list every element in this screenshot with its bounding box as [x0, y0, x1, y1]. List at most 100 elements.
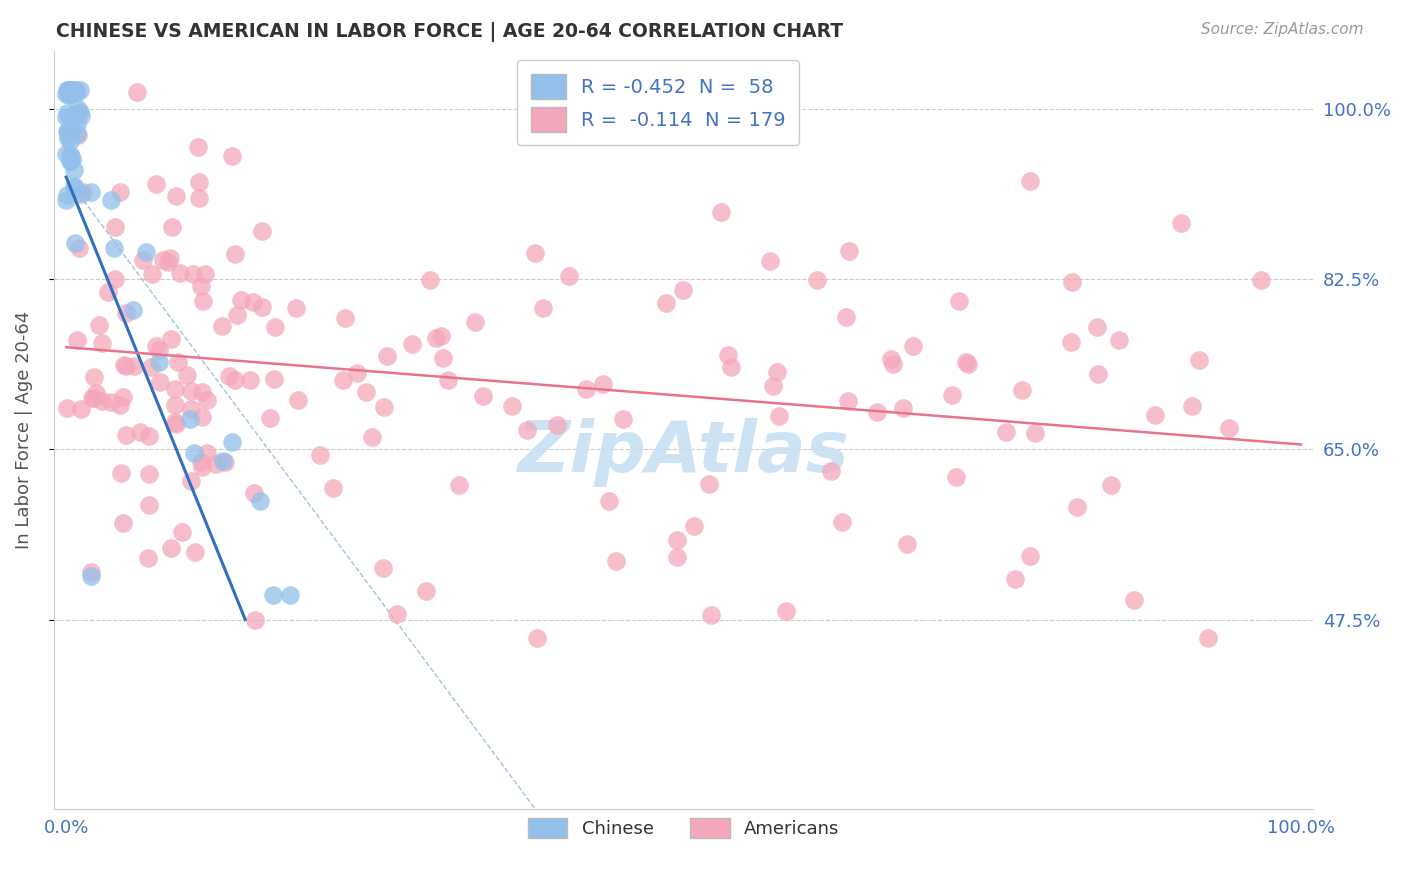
Point: [179, 411, 201, 425]
Point: [100, 394, 122, 409]
Point: [97, 285, 120, 300]
Point: [56, 105, 79, 120]
Point: [710, 205, 733, 219]
Point: [56, 131, 79, 145]
Point: [55, 147, 77, 161]
Point: [401, 337, 423, 351]
Point: [387, 607, 409, 622]
Point: [58, 82, 80, 96]
Point: [224, 247, 246, 261]
Point: [159, 251, 181, 265]
Point: [700, 607, 723, 622]
Point: [941, 388, 963, 402]
Point: [59, 134, 82, 148]
Point: [104, 272, 127, 286]
Point: [598, 493, 620, 508]
Point: [720, 359, 742, 374]
Point: [152, 252, 174, 267]
Point: [263, 319, 285, 334]
Point: [356, 384, 378, 399]
Point: [1144, 408, 1167, 422]
Point: [834, 310, 856, 325]
Point: [425, 331, 447, 345]
Y-axis label: In Labor Force | Age 20-64: In Labor Force | Age 20-64: [15, 310, 32, 549]
Point: [191, 293, 214, 308]
Point: [1170, 216, 1192, 230]
Point: [332, 373, 354, 387]
Point: [89, 318, 111, 333]
Point: [322, 481, 344, 495]
Point: [70, 186, 93, 201]
Point: [188, 191, 211, 205]
Point: [58, 82, 80, 96]
Point: [165, 189, 187, 203]
Point: [83, 391, 105, 405]
Point: [1108, 333, 1130, 347]
Point: [820, 464, 842, 478]
Point: [59, 82, 82, 96]
Point: [56, 188, 79, 202]
Point: [103, 241, 125, 255]
Point: [55, 110, 77, 124]
Point: [80, 566, 103, 580]
Point: [60, 82, 83, 96]
Point: [67, 241, 90, 255]
Point: [60, 125, 83, 139]
Point: [80, 568, 103, 582]
Point: [880, 352, 903, 367]
Point: [162, 219, 184, 234]
Point: [80, 185, 103, 199]
Point: [901, 339, 924, 353]
Point: [194, 267, 217, 281]
Point: [212, 454, 235, 468]
Point: [63, 236, 86, 251]
Point: [526, 631, 548, 645]
Point: [758, 253, 780, 268]
Point: [80, 391, 103, 405]
Point: [145, 178, 167, 192]
Point: [56, 401, 79, 416]
Point: [697, 477, 720, 491]
Point: [955, 355, 977, 369]
Point: [761, 379, 783, 393]
Point: [501, 399, 523, 413]
Point: [83, 370, 105, 384]
Point: [65, 86, 87, 100]
Legend: Chinese, Americans: Chinese, Americans: [520, 810, 846, 846]
Point: [149, 375, 172, 389]
Point: [263, 371, 285, 385]
Point: [346, 366, 368, 380]
Point: [866, 404, 889, 418]
Point: [180, 384, 202, 398]
Point: [1085, 320, 1108, 334]
Point: [104, 220, 127, 235]
Point: [60, 152, 83, 166]
Point: [766, 365, 789, 379]
Point: [169, 266, 191, 280]
Point: [309, 448, 332, 462]
Point: [176, 368, 198, 382]
Point: [284, 301, 307, 316]
Point: [523, 245, 546, 260]
Point: [775, 603, 797, 617]
Point: [111, 390, 134, 404]
Point: [546, 417, 568, 432]
Point: [165, 398, 187, 412]
Point: [180, 474, 202, 488]
Point: [195, 446, 218, 460]
Point: [1250, 273, 1272, 287]
Point: [132, 252, 155, 267]
Point: [449, 478, 471, 492]
Point: [55, 87, 77, 101]
Point: [1066, 500, 1088, 514]
Point: [605, 554, 627, 568]
Point: [612, 411, 634, 425]
Point: [245, 613, 267, 627]
Point: [464, 314, 486, 328]
Point: [1060, 334, 1083, 349]
Point: [243, 486, 266, 500]
Point: [361, 430, 384, 444]
Point: [472, 389, 495, 403]
Point: [138, 467, 160, 482]
Point: [1197, 631, 1219, 645]
